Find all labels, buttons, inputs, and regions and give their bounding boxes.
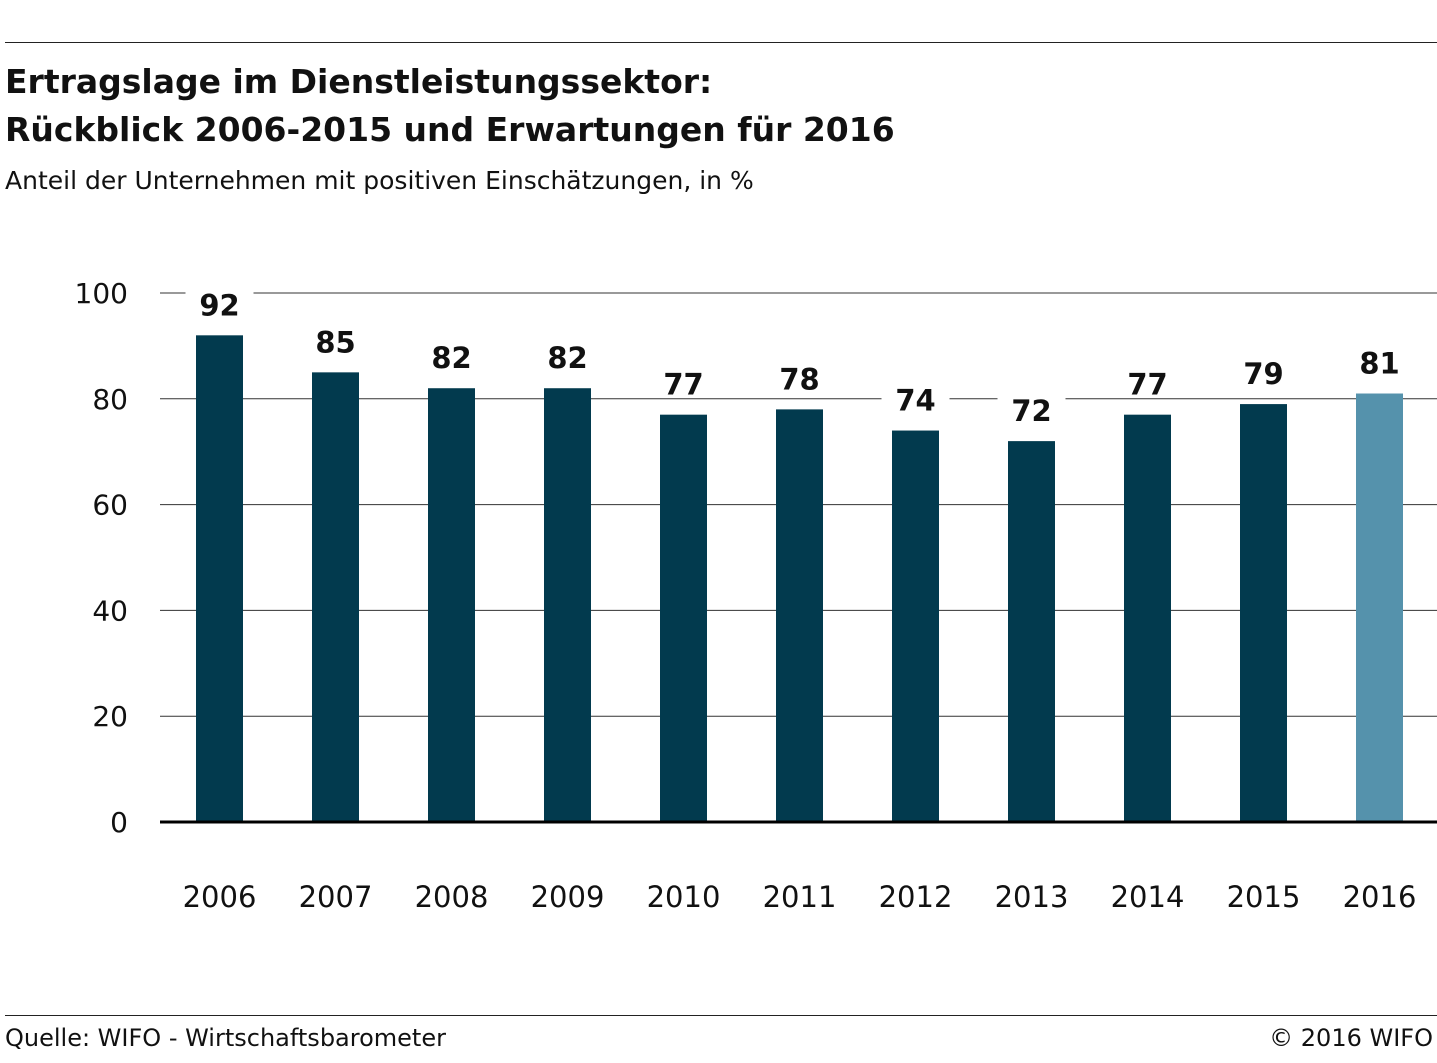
bar-2008	[428, 388, 475, 822]
chart-title-line-2: Rückblick 2006-2015 und Erwartungen für …	[5, 110, 895, 149]
top-rule	[5, 42, 1437, 43]
y-tick-label-100: 100	[75, 277, 128, 310]
data-label-2007: 85	[315, 325, 355, 359]
data-labels: 92 85 82 82 77 78 74 72 77 79 81	[185, 283, 1414, 428]
chart-title-line-1: Ertragslage im Dienstleistungssektor:	[5, 62, 713, 101]
y-tick-label-40: 40	[92, 594, 128, 627]
copyright-note: © 2016 WIFO	[1269, 1024, 1433, 1052]
x-tick-label-2010: 2010	[647, 880, 721, 914]
data-label-2012: 74	[895, 384, 935, 418]
y-axis-tick-labels: 0 20 40 60 80 100	[75, 277, 128, 839]
x-tick-label-2006: 2006	[183, 880, 257, 914]
x-tick-label-2016: 2016	[1343, 880, 1417, 914]
data-label-backdrop-2011	[765, 357, 834, 392]
x-tick-label-2008: 2008	[415, 880, 489, 914]
x-tick-label-2009: 2009	[531, 880, 605, 914]
data-label-backdrop-2006	[185, 283, 254, 318]
x-tick-label-2011: 2011	[763, 880, 837, 914]
data-label-backdrop-2009	[533, 336, 602, 371]
bar-2015	[1240, 404, 1287, 822]
x-axis-tick-labels: 2006 2007 2008 2009 2010 2011 2012 2013 2014 2015…	[183, 880, 1417, 914]
data-label-2014: 77	[1127, 368, 1167, 402]
bar-2007	[312, 372, 359, 822]
data-label-backdrop-2014	[1113, 362, 1182, 397]
bar-2010	[660, 414, 707, 822]
data-label-2013: 72	[1011, 394, 1051, 428]
data-label-2016: 81	[1359, 347, 1399, 381]
bar-2011	[776, 409, 823, 822]
data-label-backdrop-2015	[1229, 352, 1298, 387]
x-tick-label-2013: 2013	[995, 880, 1069, 914]
data-label-2011: 78	[779, 362, 819, 396]
y-tick-label-60: 60	[92, 489, 128, 522]
chart-subtitle: Anteil der Unternehmen mit positiven Ein…	[5, 166, 754, 195]
data-label-backdrop-2010	[649, 362, 718, 397]
data-label-2009: 82	[547, 341, 587, 375]
data-label-backdrop-2008	[417, 336, 486, 371]
data-label-backdrop-2007	[301, 320, 370, 355]
bottom-rule	[5, 1015, 1437, 1016]
y-tick-label-80: 80	[92, 383, 128, 416]
bar-2009	[544, 388, 591, 822]
data-label-2015: 79	[1243, 357, 1283, 391]
bar-2016	[1356, 393, 1403, 822]
y-tick-label-0: 0	[110, 806, 128, 839]
bars	[196, 335, 1403, 822]
data-label-2006: 92	[199, 288, 239, 322]
bar-2012	[892, 430, 939, 822]
chart-title: Ertragslage im Dienstleistungssektor: Rü…	[5, 58, 895, 154]
x-tick-label-2014: 2014	[1111, 880, 1185, 914]
x-tick-label-2012: 2012	[879, 880, 953, 914]
bar-2006	[196, 335, 243, 822]
source-note: Quelle: WIFO - Wirtschaftsbarometer	[5, 1024, 446, 1052]
bar-2014	[1124, 414, 1171, 822]
data-label-backdrop-2012	[881, 378, 950, 413]
x-tick-label-2007: 2007	[299, 880, 373, 914]
data-label-backdrop-2016	[1345, 341, 1414, 376]
data-label-backdrop-2013	[997, 389, 1066, 424]
bar-2013	[1008, 441, 1055, 822]
y-tick-label-20: 20	[92, 700, 128, 733]
x-tick-label-2015: 2015	[1227, 880, 1301, 914]
data-label-2010: 77	[663, 368, 703, 402]
data-label-2008: 82	[431, 341, 471, 375]
